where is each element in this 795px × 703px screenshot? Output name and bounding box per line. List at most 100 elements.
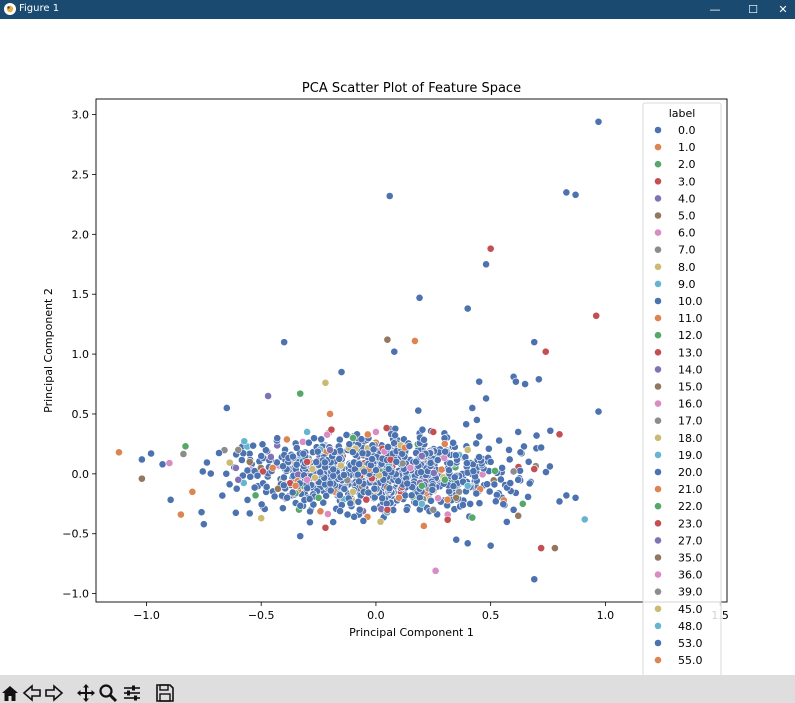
legend-label: 53.0: [678, 637, 703, 650]
back-icon[interactable]: [22, 683, 42, 703]
legend-marker: [654, 245, 662, 254]
cluster-point: [309, 500, 318, 509]
legend-label: 55.0: [678, 654, 703, 667]
y-tick-label: 1.0: [72, 348, 90, 361]
figure-canvas[interactable]: −1.0 −0.5 0.0 0.5 1.0 1.5 −1.0 −0.5 0.0 0.5 1.0 1.…: [0, 19, 795, 675]
scatter-point: [486, 457, 495, 466]
scatter-point: [257, 514, 266, 523]
cluster-point: [441, 447, 450, 456]
configure-subplots-icon[interactable]: [122, 683, 142, 703]
cluster-point: [384, 465, 393, 473]
cluster-point: [336, 507, 344, 515]
scatter-point: [530, 338, 539, 347]
cluster-point: [443, 515, 452, 524]
cluster-point: [524, 492, 532, 501]
legend-label: 21.0: [678, 483, 703, 496]
cluster-point: [491, 497, 500, 506]
cluster-point: [280, 473, 288, 482]
y-tick-label: 2.0: [72, 228, 90, 241]
y-tick-label: −0.5: [62, 528, 89, 541]
close-button[interactable]: ✕: [778, 3, 788, 16]
cluster-point: [475, 499, 484, 508]
cluster-point: [250, 483, 259, 492]
legend-label: 36.0: [678, 569, 703, 582]
legend-marker: [654, 143, 662, 152]
pca-scatter-chart: −1.0 −0.5 0.0 0.5 1.0 1.5 −1.0 −0.5 0.0 0.5 1.0 1.…: [42, 81, 729, 675]
scatter-point: [537, 544, 546, 553]
scatter-point: [452, 493, 461, 502]
scatter-point: [541, 347, 550, 356]
cluster-point: [472, 489, 481, 498]
legend-label: 35.0: [678, 552, 703, 565]
cluster-point: [312, 458, 321, 467]
cluster-point: [484, 444, 493, 453]
save-icon[interactable]: [155, 683, 175, 703]
scatter-point: [482, 260, 490, 269]
legend-label: 16.0: [678, 398, 703, 411]
cluster-point: [542, 468, 550, 476]
cluster-point: [266, 453, 275, 461]
cluster-point: [475, 432, 484, 441]
scatter-point: [296, 389, 305, 398]
cluster-point: [166, 495, 175, 504]
legend-marker: [654, 177, 662, 186]
legend-label: 13.0: [678, 346, 703, 359]
cluster-point: [179, 450, 188, 458]
cluster-point: [262, 483, 271, 491]
legend-label: 7.0: [678, 244, 696, 257]
cluster-point: [364, 488, 373, 497]
scatter-point: [303, 475, 311, 484]
legend-marker: [654, 433, 662, 442]
cluster-point: [327, 425, 336, 434]
cluster-point: [370, 484, 379, 493]
legend-marker: [654, 502, 662, 511]
cluster-point: [299, 449, 308, 458]
scatter-point: [296, 532, 305, 541]
cluster-point: [462, 459, 471, 468]
y-tick-label: 2.5: [72, 168, 90, 181]
legend-label: 1.0: [678, 141, 696, 154]
scatter-point: [181, 442, 190, 451]
scatter-point: [486, 541, 495, 550]
zoom-icon[interactable]: [98, 683, 118, 703]
scatter-point: [326, 410, 334, 418]
scatter-point: [245, 509, 254, 518]
cluster-point: [369, 445, 378, 454]
home-icon[interactable]: [1, 683, 21, 703]
cluster-point: [462, 420, 471, 429]
legend-label: 27.0: [678, 534, 703, 547]
scatter-point: [411, 337, 419, 345]
cluster-point: [215, 449, 223, 457]
scatter-point: [472, 416, 481, 424]
cluster-point: [296, 501, 305, 510]
scatter-point: [264, 392, 272, 400]
cluster-point: [319, 498, 328, 507]
cluster-point: [320, 458, 329, 467]
pan-icon[interactable]: [76, 683, 96, 703]
cluster-point: [359, 516, 368, 525]
scatter-point: [440, 475, 449, 484]
cluster-point: [335, 455, 344, 463]
scatter-point: [429, 428, 438, 436]
minimize-button[interactable]: —: [709, 3, 721, 16]
axes-frame: [95, 98, 728, 603]
legend-title: label: [669, 107, 696, 120]
cluster-point: [450, 473, 459, 482]
maximize-button[interactable]: ☐: [748, 3, 758, 16]
forward-icon[interactable]: [44, 683, 64, 703]
legend-label: 45.0: [678, 603, 703, 616]
scatter-point: [482, 394, 490, 403]
scatter-point: [463, 446, 472, 454]
window-title: Figure 1: [19, 3, 60, 14]
legend-label: 2.0: [678, 158, 696, 171]
cluster-point: [353, 470, 362, 479]
scatter-point: [349, 434, 357, 442]
cluster-point: [308, 465, 317, 473]
cluster-point: [323, 430, 332, 439]
cluster-point: [372, 466, 380, 475]
cluster-point: [306, 507, 314, 516]
cluster-point: [385, 484, 394, 493]
scatter-point: [291, 481, 300, 490]
cluster-point: [405, 442, 414, 450]
cluster-point: [355, 505, 364, 514]
